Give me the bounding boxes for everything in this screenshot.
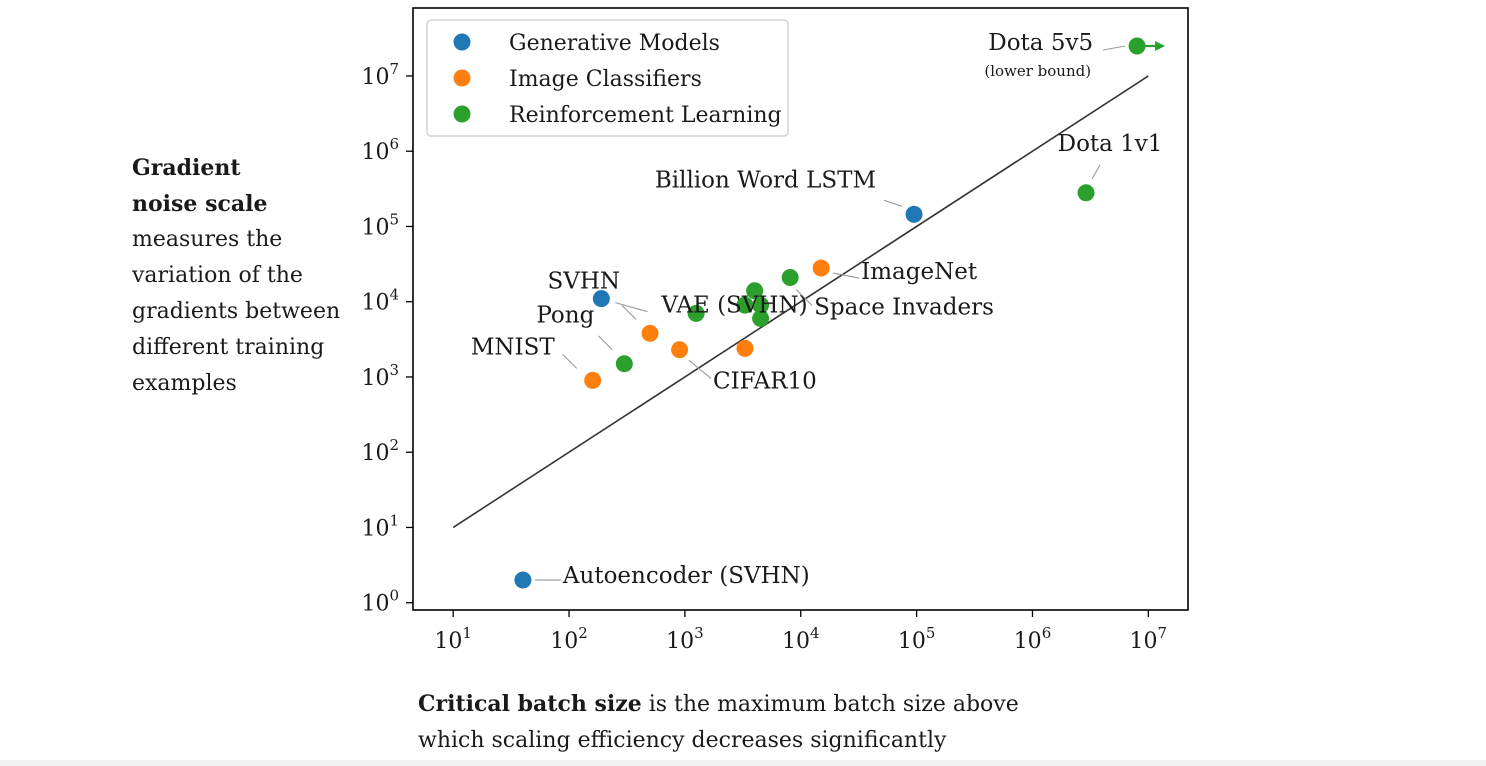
point-label-billion-word-lstm: Billion Word LSTM	[655, 167, 876, 193]
data-point	[1128, 37, 1146, 55]
x-tick-label: 106	[1014, 624, 1052, 654]
bottom-note-rest: is the maximum batch size above	[641, 692, 1019, 717]
point-label-cifar10: CIFAR10	[713, 368, 817, 394]
side-note-line: variation of the	[132, 263, 303, 288]
data-point	[736, 296, 754, 314]
x-tick-label: 102	[550, 624, 588, 654]
annotation-leader-line	[1103, 45, 1126, 51]
point-label-mnist: MNIST	[471, 334, 556, 360]
y-tick-label: 107	[361, 60, 399, 90]
legend-entry-generative-models: Generative Models	[509, 31, 720, 56]
y-tick-label: 104	[361, 286, 399, 316]
data-point	[1077, 184, 1095, 202]
side-note-title-line1: Gradient	[132, 155, 241, 181]
data-point	[781, 268, 799, 286]
data-point	[905, 205, 923, 223]
y-tick-label: 103	[361, 361, 399, 391]
x-tick-label: 101	[434, 624, 472, 654]
side-note-line: different training	[132, 335, 325, 360]
legend-marker	[453, 69, 471, 87]
point-label-dota-1v1: Dota 1v1	[1058, 131, 1163, 157]
data-point	[514, 571, 532, 589]
data-point	[671, 341, 689, 359]
point-label-dota-5v5: Dota 5v5	[988, 30, 1093, 56]
data-point	[641, 324, 659, 342]
point-label-space-invaders: Space Invaders	[814, 294, 994, 320]
annotation-leader-line	[795, 289, 813, 306]
legend-box	[426, 19, 789, 137]
side-note-line: measures the	[132, 227, 283, 252]
side-note-line: gradients between	[132, 299, 341, 324]
annotation-leader-line	[597, 335, 613, 351]
x-tick-label: 107	[1130, 624, 1168, 654]
point-label-imagenet: ImageNet	[861, 259, 978, 285]
point-note-lower-bound: (lower bound)	[984, 62, 1091, 80]
point-label-svhn: SVHN	[547, 268, 620, 294]
data-point	[615, 355, 633, 373]
legend-marker	[453, 33, 471, 51]
data-point	[687, 304, 705, 322]
y-tick-label: 106	[361, 135, 399, 165]
trend-line	[452, 75, 1149, 529]
annotation-leader-line	[883, 199, 903, 207]
data-point	[752, 309, 770, 327]
data-point	[584, 371, 602, 389]
annotation-leader-line	[688, 359, 712, 379]
annotation-leader-line	[621, 304, 637, 320]
annotation-leader-line	[562, 354, 578, 369]
data-point	[752, 296, 770, 314]
legend-entry-image-classifiers: Image Classifiers	[509, 67, 702, 92]
y-tick-label: 105	[361, 210, 399, 240]
side-note-title-line2: noise scale	[132, 191, 268, 217]
data-point	[592, 290, 610, 308]
x-tick-label: 105	[898, 624, 936, 654]
annotation-leader-line	[615, 302, 648, 313]
point-label-vae-svhn: VAE (SVHN)	[660, 293, 807, 319]
critical-batch-size-note: Critical batch size is the maximum batch…	[418, 686, 1098, 759]
annotation-leader-line	[833, 272, 860, 279]
legend-entry-reinforcement-learning: Reinforcement Learning	[509, 103, 782, 128]
point-label-pong: Pong	[536, 303, 594, 329]
bottom-note-line2: which scaling efficiency decreases signi…	[418, 728, 947, 753]
x-tick-label: 103	[666, 624, 704, 654]
point-label-autoencoder-svhn: Autoencoder (SVHN)	[562, 563, 810, 589]
legend-marker	[453, 105, 471, 123]
data-point	[746, 282, 764, 300]
data-point	[812, 259, 830, 277]
data-point	[736, 339, 754, 357]
y-tick-label: 100	[361, 587, 399, 617]
page-bottom-edge	[0, 760, 1486, 766]
gradient-noise-scale-note: Gradient noise scale measures the variat…	[132, 150, 347, 402]
side-note-line: examples	[132, 371, 237, 396]
annotation-leader-line	[1091, 164, 1101, 180]
y-tick-label: 102	[361, 436, 399, 466]
arrowhead-icon	[1155, 41, 1166, 52]
x-tick-label: 104	[782, 624, 820, 654]
y-tick-label: 101	[361, 511, 399, 541]
bottom-note-title: Critical batch size	[418, 691, 642, 717]
